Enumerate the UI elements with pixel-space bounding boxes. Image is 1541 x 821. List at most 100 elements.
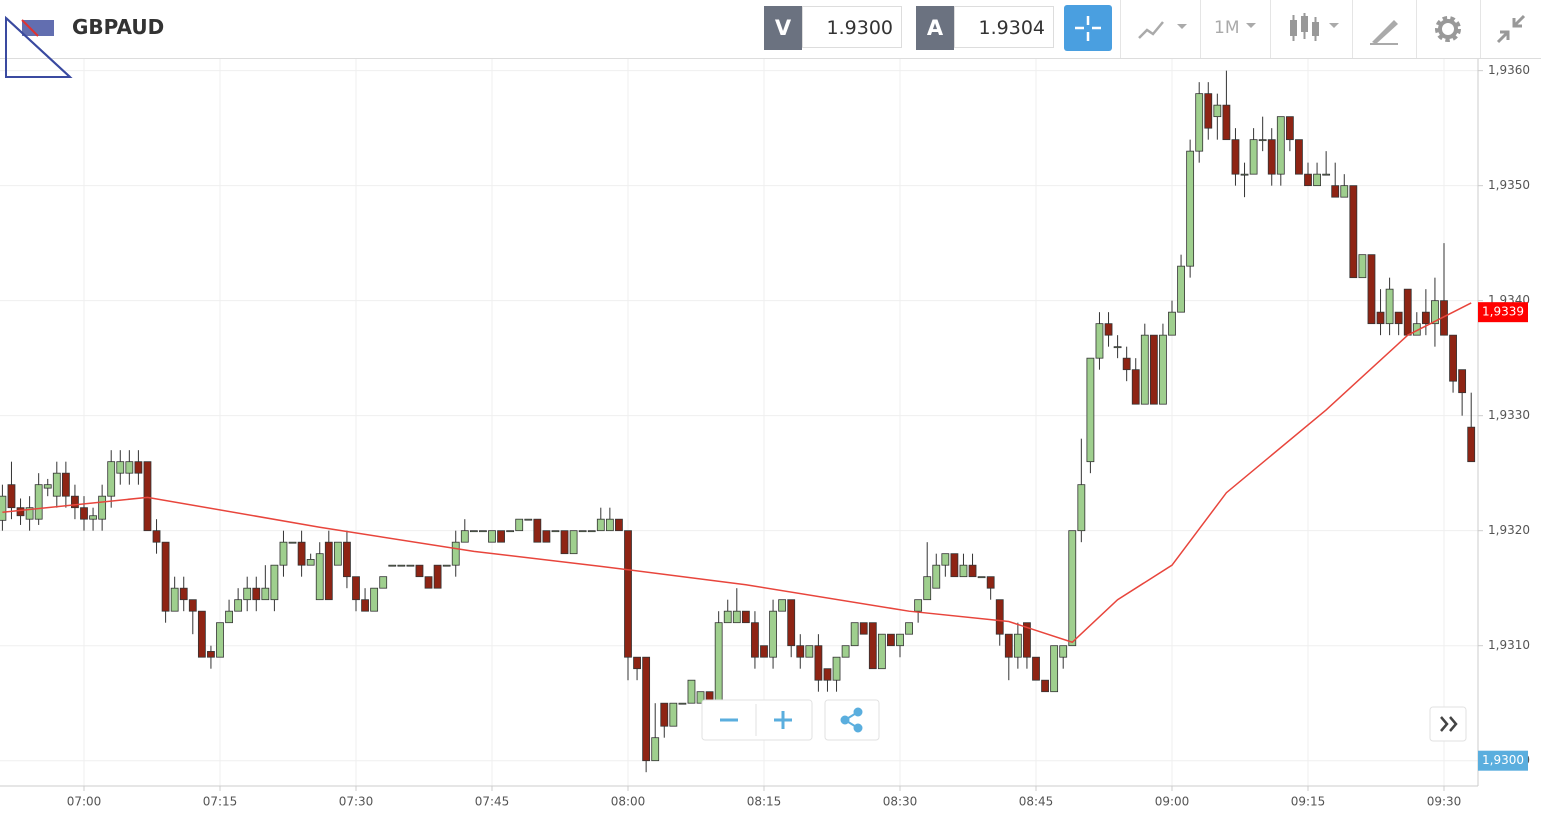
candle-body bbox=[52, 472, 61, 497]
candle-body bbox=[760, 645, 768, 658]
zoom-buttons[interactable] bbox=[701, 699, 813, 741]
collapse-button[interactable] bbox=[1494, 12, 1528, 46]
candle-body bbox=[1195, 93, 1204, 152]
share-button[interactable] bbox=[824, 699, 880, 741]
candle-body bbox=[1340, 185, 1349, 198]
candle-body bbox=[914, 599, 923, 612]
candle-body bbox=[1295, 139, 1303, 175]
candle-body bbox=[152, 530, 161, 543]
timeframe[interactable]: 1M bbox=[1214, 18, 1240, 38]
candle-body bbox=[424, 576, 433, 589]
candle-body bbox=[333, 541, 342, 566]
candle-body bbox=[660, 702, 669, 727]
candle-body bbox=[1204, 93, 1213, 129]
candle-body bbox=[506, 530, 515, 533]
candle-body bbox=[769, 610, 777, 658]
y-tick-label: 1,9310 bbox=[1488, 638, 1530, 652]
candle-body bbox=[297, 541, 306, 566]
candle-body bbox=[778, 599, 787, 612]
candle-body bbox=[207, 651, 215, 658]
x-tick-label: 08:00 bbox=[611, 795, 646, 809]
candle-body bbox=[261, 587, 270, 601]
candle-body bbox=[370, 587, 379, 612]
candle-body bbox=[80, 507, 88, 520]
candle-body bbox=[107, 461, 116, 497]
toolbar: GBPAUD V 1.9300 A 1.9304 1M bbox=[0, 0, 1541, 78]
ask-price[interactable]: 1.9304 bbox=[954, 6, 1054, 48]
candle-body bbox=[669, 702, 678, 727]
candle-body bbox=[850, 622, 859, 647]
settings-button[interactable] bbox=[1431, 12, 1465, 46]
icon[interactable] bbox=[1449, 716, 1458, 732]
candle-body bbox=[642, 656, 651, 762]
candle-body bbox=[1032, 656, 1040, 681]
candle-body bbox=[1258, 139, 1267, 142]
candle-body bbox=[306, 559, 315, 566]
bid-label[interactable]: V bbox=[764, 6, 802, 50]
candle-body bbox=[188, 599, 197, 612]
candle-body bbox=[977, 576, 986, 579]
candle-body bbox=[343, 541, 351, 578]
candle-body bbox=[1213, 104, 1222, 118]
candle-body bbox=[787, 599, 796, 647]
separator bbox=[1352, 0, 1353, 58]
candle-body bbox=[1331, 185, 1340, 198]
separator bbox=[1120, 0, 1121, 58]
candle-body bbox=[497, 530, 505, 543]
candle-body bbox=[388, 564, 397, 567]
candle-body bbox=[0, 495, 7, 521]
draw-tool-button[interactable] bbox=[1368, 12, 1402, 46]
candle-type-button[interactable] bbox=[1286, 11, 1346, 47]
x-tick-label: 07:15 bbox=[203, 795, 238, 809]
candle-body bbox=[1313, 173, 1321, 187]
candle-body bbox=[805, 645, 814, 658]
symbol: GBPAUD bbox=[72, 15, 165, 39]
candle-body bbox=[7, 484, 16, 509]
candle-body bbox=[1140, 334, 1149, 405]
candle-body bbox=[533, 518, 542, 543]
zoom-controls[interactable] bbox=[701, 699, 880, 741]
y-tick-label: 1,9350 bbox=[1488, 178, 1530, 192]
candle-body bbox=[741, 610, 750, 624]
candle-body bbox=[460, 530, 469, 543]
candle-body bbox=[98, 495, 107, 520]
crosshair-button[interactable] bbox=[1064, 5, 1112, 51]
crosshair-price-label-box bbox=[1478, 750, 1528, 771]
candle-body bbox=[678, 702, 687, 705]
dropdown-arrow[interactable] bbox=[1245, 22, 1259, 32]
chart-style-button[interactable] bbox=[1135, 14, 1195, 44]
last-price-label: 1,9339 bbox=[1482, 305, 1524, 319]
candle-body bbox=[116, 461, 125, 474]
bid-price[interactable]: 1.9300 bbox=[802, 6, 902, 48]
candle-body bbox=[1304, 173, 1312, 187]
candle-body bbox=[515, 518, 524, 532]
x-tick-label: 09:00 bbox=[1155, 795, 1190, 809]
last-price-label-box bbox=[1478, 302, 1528, 323]
candle-body bbox=[161, 541, 170, 612]
candle-body bbox=[479, 530, 487, 533]
candle-body bbox=[1358, 254, 1367, 279]
scroll-right-button[interactable] bbox=[1429, 706, 1467, 742]
candle-body bbox=[1059, 645, 1068, 658]
candle-body bbox=[959, 564, 968, 578]
candle-body bbox=[451, 541, 460, 566]
candle-body bbox=[732, 610, 741, 624]
candle-body bbox=[1113, 346, 1122, 349]
separator bbox=[1270, 0, 1271, 58]
candle-body bbox=[1159, 334, 1167, 405]
candle-body bbox=[723, 610, 732, 624]
candle-body bbox=[633, 656, 641, 670]
candle-body bbox=[1095, 323, 1104, 359]
candle-body bbox=[1349, 185, 1358, 279]
share-icon[interactable] bbox=[840, 707, 863, 733]
candle-body bbox=[71, 495, 79, 509]
x-tick-label: 09:15 bbox=[1291, 795, 1326, 809]
candle-body bbox=[1458, 369, 1467, 394]
x-tick-label: 08:30 bbox=[883, 795, 918, 809]
candle-body bbox=[252, 587, 261, 601]
icon[interactable] bbox=[1440, 716, 1449, 732]
candle-body bbox=[34, 484, 43, 520]
ask-label[interactable]: A bbox=[916, 6, 954, 50]
candle-body bbox=[941, 553, 950, 566]
